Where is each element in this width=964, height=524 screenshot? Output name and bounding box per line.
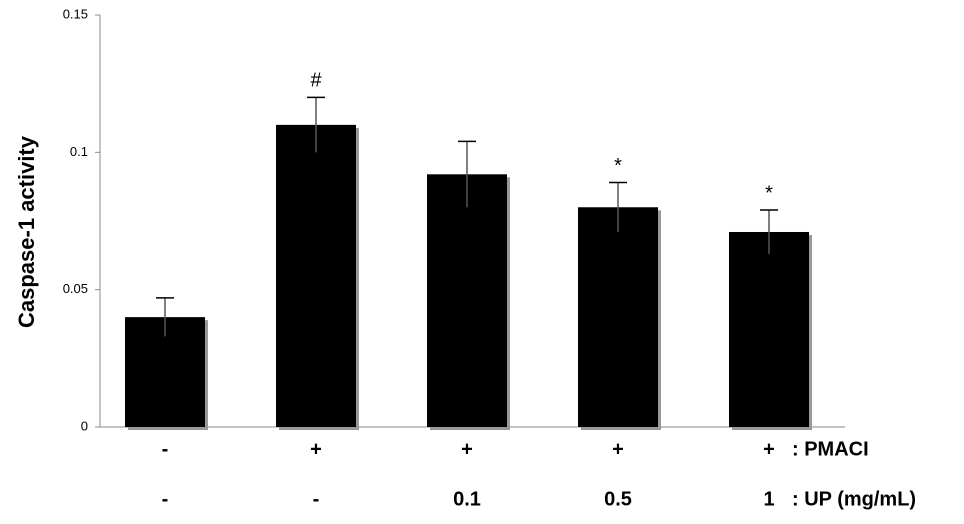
significance-label: #: [310, 70, 322, 92]
bar: [729, 231, 809, 427]
y-tick-label: 0: [81, 418, 88, 433]
significance-label: *: [765, 182, 773, 204]
category-label: 0.5: [604, 488, 632, 510]
bar: [276, 124, 356, 427]
y-tick-label: 0.15: [63, 6, 88, 21]
y-tick-label: 0.05: [63, 281, 88, 296]
category-label: 1: [763, 488, 774, 510]
category-label: +: [763, 438, 775, 460]
row-label: : PMACI: [792, 438, 869, 460]
category-label: +: [310, 438, 322, 460]
significance-label: *: [614, 155, 622, 177]
category-label: -: [162, 488, 169, 510]
bar: [427, 174, 507, 427]
category-label: 0.1: [453, 488, 481, 510]
category-label: -: [162, 438, 169, 460]
y-axis-label: Caspase-1 activity: [14, 135, 39, 328]
row-label: : UP (mg/mL): [792, 488, 916, 510]
category-label: +: [612, 438, 624, 460]
y-tick-label: 0.1: [70, 144, 88, 159]
category-label: -: [313, 488, 320, 510]
bar: [578, 207, 658, 427]
category-label: +: [461, 438, 473, 460]
